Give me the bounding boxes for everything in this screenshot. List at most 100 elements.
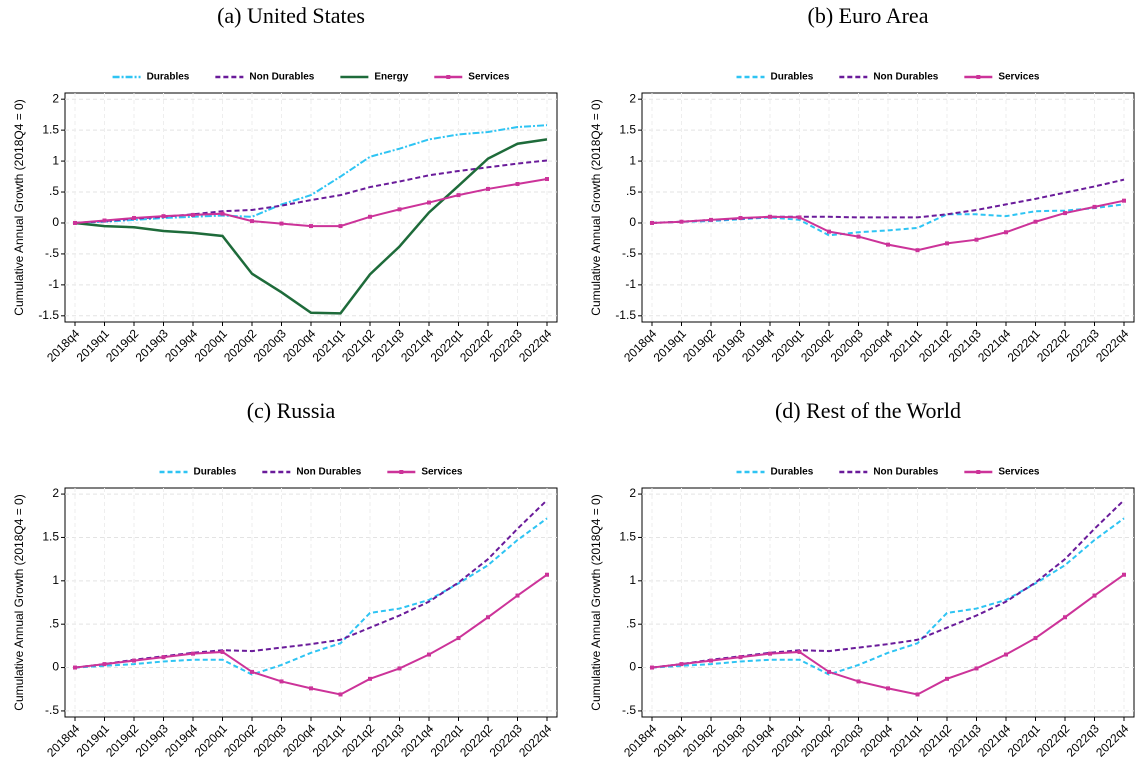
series-marker	[309, 686, 313, 691]
series-line	[651, 517, 1125, 676]
series-marker	[338, 224, 343, 229]
series-marker	[738, 216, 743, 221]
series-marker	[1063, 615, 1067, 620]
series-marker	[768, 214, 772, 219]
y-tick-label: -.5	[622, 246, 636, 260]
legend-item: Non Durables	[262, 467, 362, 478]
series-line	[74, 124, 548, 224]
series-marker	[974, 237, 979, 242]
y-axis-label: Cumulative Annual Growth (2018Q4 = 0)	[589, 494, 603, 710]
legend-label: Durables	[771, 467, 814, 478]
series-marker	[515, 593, 520, 598]
series-marker	[797, 215, 802, 220]
series-marker	[1122, 572, 1126, 577]
legend-item: Energy	[340, 72, 409, 83]
series-marker	[738, 655, 743, 660]
series-marker	[709, 217, 713, 222]
series-marker	[397, 666, 402, 671]
panel: (d) Rest of the World-.50.511.522018q420…	[589, 398, 1135, 760]
series-marker	[1004, 230, 1008, 235]
series-marker	[279, 221, 284, 226]
y-tick-label: -1	[625, 277, 636, 291]
legend-label: Non Durables	[873, 72, 938, 83]
series-marker	[856, 234, 861, 239]
y-tick-label: -.5	[45, 246, 59, 260]
series-marker	[250, 219, 254, 224]
y-tick-label: -.5	[45, 703, 59, 717]
legend-label: Non Durables	[249, 72, 314, 83]
y-tick-label: 1	[629, 573, 636, 587]
y-tick-label: .5	[49, 616, 59, 630]
series-marker	[279, 679, 284, 684]
legend: Durables Non Durables Services	[159, 467, 463, 478]
series-marker	[768, 651, 772, 656]
legend-item: Non Durables	[839, 467, 939, 478]
series-marker	[73, 220, 77, 225]
panel-title: (c) Russia	[247, 398, 336, 423]
y-tick-label: 2	[629, 91, 636, 105]
y-tick-label: -1.5	[38, 308, 59, 322]
series-marker	[1063, 211, 1067, 216]
y-tick-label: 1.5	[619, 122, 636, 136]
series-marker	[397, 207, 402, 212]
legend-item: Services	[387, 467, 463, 478]
series-marker	[886, 242, 890, 247]
legend-item: Durables	[112, 72, 190, 83]
series-marker	[456, 193, 461, 198]
series-marker	[250, 669, 254, 674]
series-marker	[886, 686, 890, 691]
legend-item: Non Durables	[839, 72, 939, 83]
series-line	[74, 517, 548, 676]
series-line	[651, 203, 1125, 237]
series-marker	[679, 219, 684, 224]
y-tick-label: 2	[52, 91, 59, 105]
series-marker	[915, 692, 920, 697]
legend-label: Services	[998, 72, 1040, 83]
series-marker	[161, 655, 166, 660]
series-marker	[1092, 593, 1097, 598]
series-marker	[427, 652, 431, 657]
series-marker	[220, 211, 225, 216]
series-marker	[545, 177, 549, 182]
legend-marker	[976, 75, 981, 79]
y-tick-label: 2	[52, 486, 59, 500]
series-marker	[1033, 636, 1038, 641]
panel: (b) Euro Area-1.5-1-.50.511.522018q42019…	[589, 3, 1135, 365]
series-marker	[368, 676, 372, 681]
legend-item: Durables	[736, 467, 814, 478]
series-marker	[427, 200, 431, 205]
legend-label: Services	[421, 467, 463, 478]
series-marker	[650, 220, 654, 225]
y-tick-label: 1	[52, 573, 59, 587]
panel-title: (a) United States	[217, 3, 365, 28]
legend-marker	[399, 470, 404, 474]
series-marker	[974, 666, 979, 671]
series-marker	[945, 676, 949, 681]
legend-marker	[446, 75, 451, 79]
legend-marker	[976, 470, 981, 474]
y-tick-label: -1	[48, 277, 59, 291]
series-marker	[456, 636, 461, 641]
series-line	[74, 499, 548, 669]
series-marker	[486, 615, 490, 620]
series-marker	[102, 662, 107, 667]
legend: Durables Non Durables Services	[736, 467, 1040, 478]
x-tick-label: 2022q4	[1093, 721, 1131, 759]
x-tick-label: 2022q4	[516, 721, 554, 759]
y-tick-label: .5	[626, 616, 636, 630]
series-marker	[650, 665, 654, 670]
y-axis-label: Cumulative Annual Growth (2018Q4 = 0)	[12, 494, 26, 710]
series-marker	[915, 248, 920, 253]
y-tick-label: 1	[629, 153, 636, 167]
series-marker	[368, 214, 372, 219]
legend-label: Durables	[147, 72, 190, 83]
series-marker	[486, 186, 490, 191]
legend-label: Durables	[194, 467, 237, 478]
series-marker	[515, 181, 520, 186]
y-tick-label: 0	[629, 660, 636, 674]
series-marker	[220, 649, 225, 654]
series-marker	[132, 658, 136, 663]
series-marker	[132, 216, 136, 221]
legend: Durables Non Durables Energy Services	[112, 72, 510, 83]
series-marker	[1004, 652, 1008, 657]
